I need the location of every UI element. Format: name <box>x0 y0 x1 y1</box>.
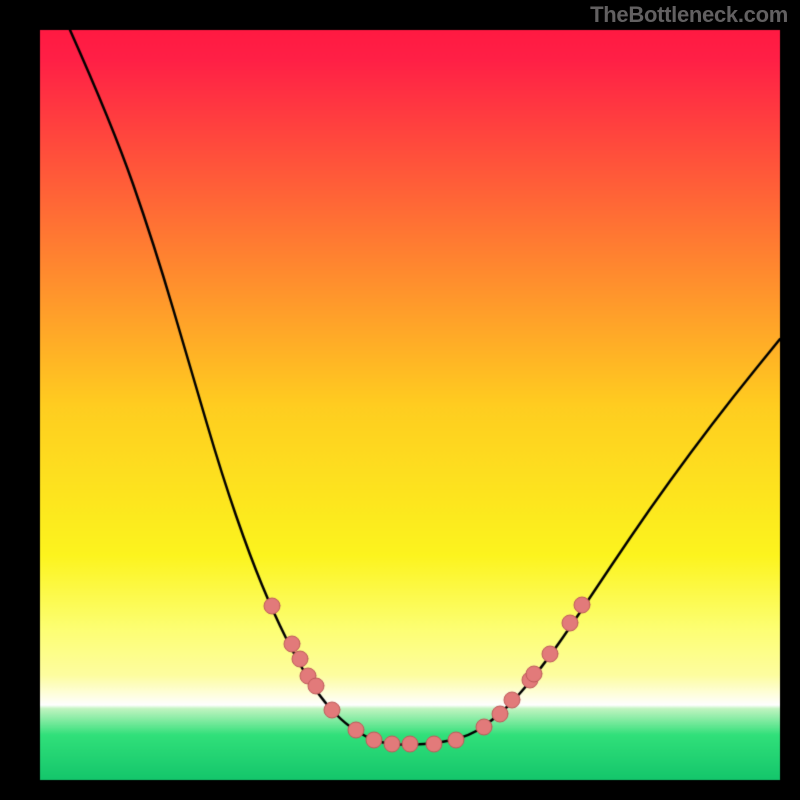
bottleneck-v-chart <box>0 0 800 800</box>
watermark-text: TheBottleneck.com <box>590 2 788 28</box>
chart-container: TheBottleneck.com <box>0 0 800 800</box>
